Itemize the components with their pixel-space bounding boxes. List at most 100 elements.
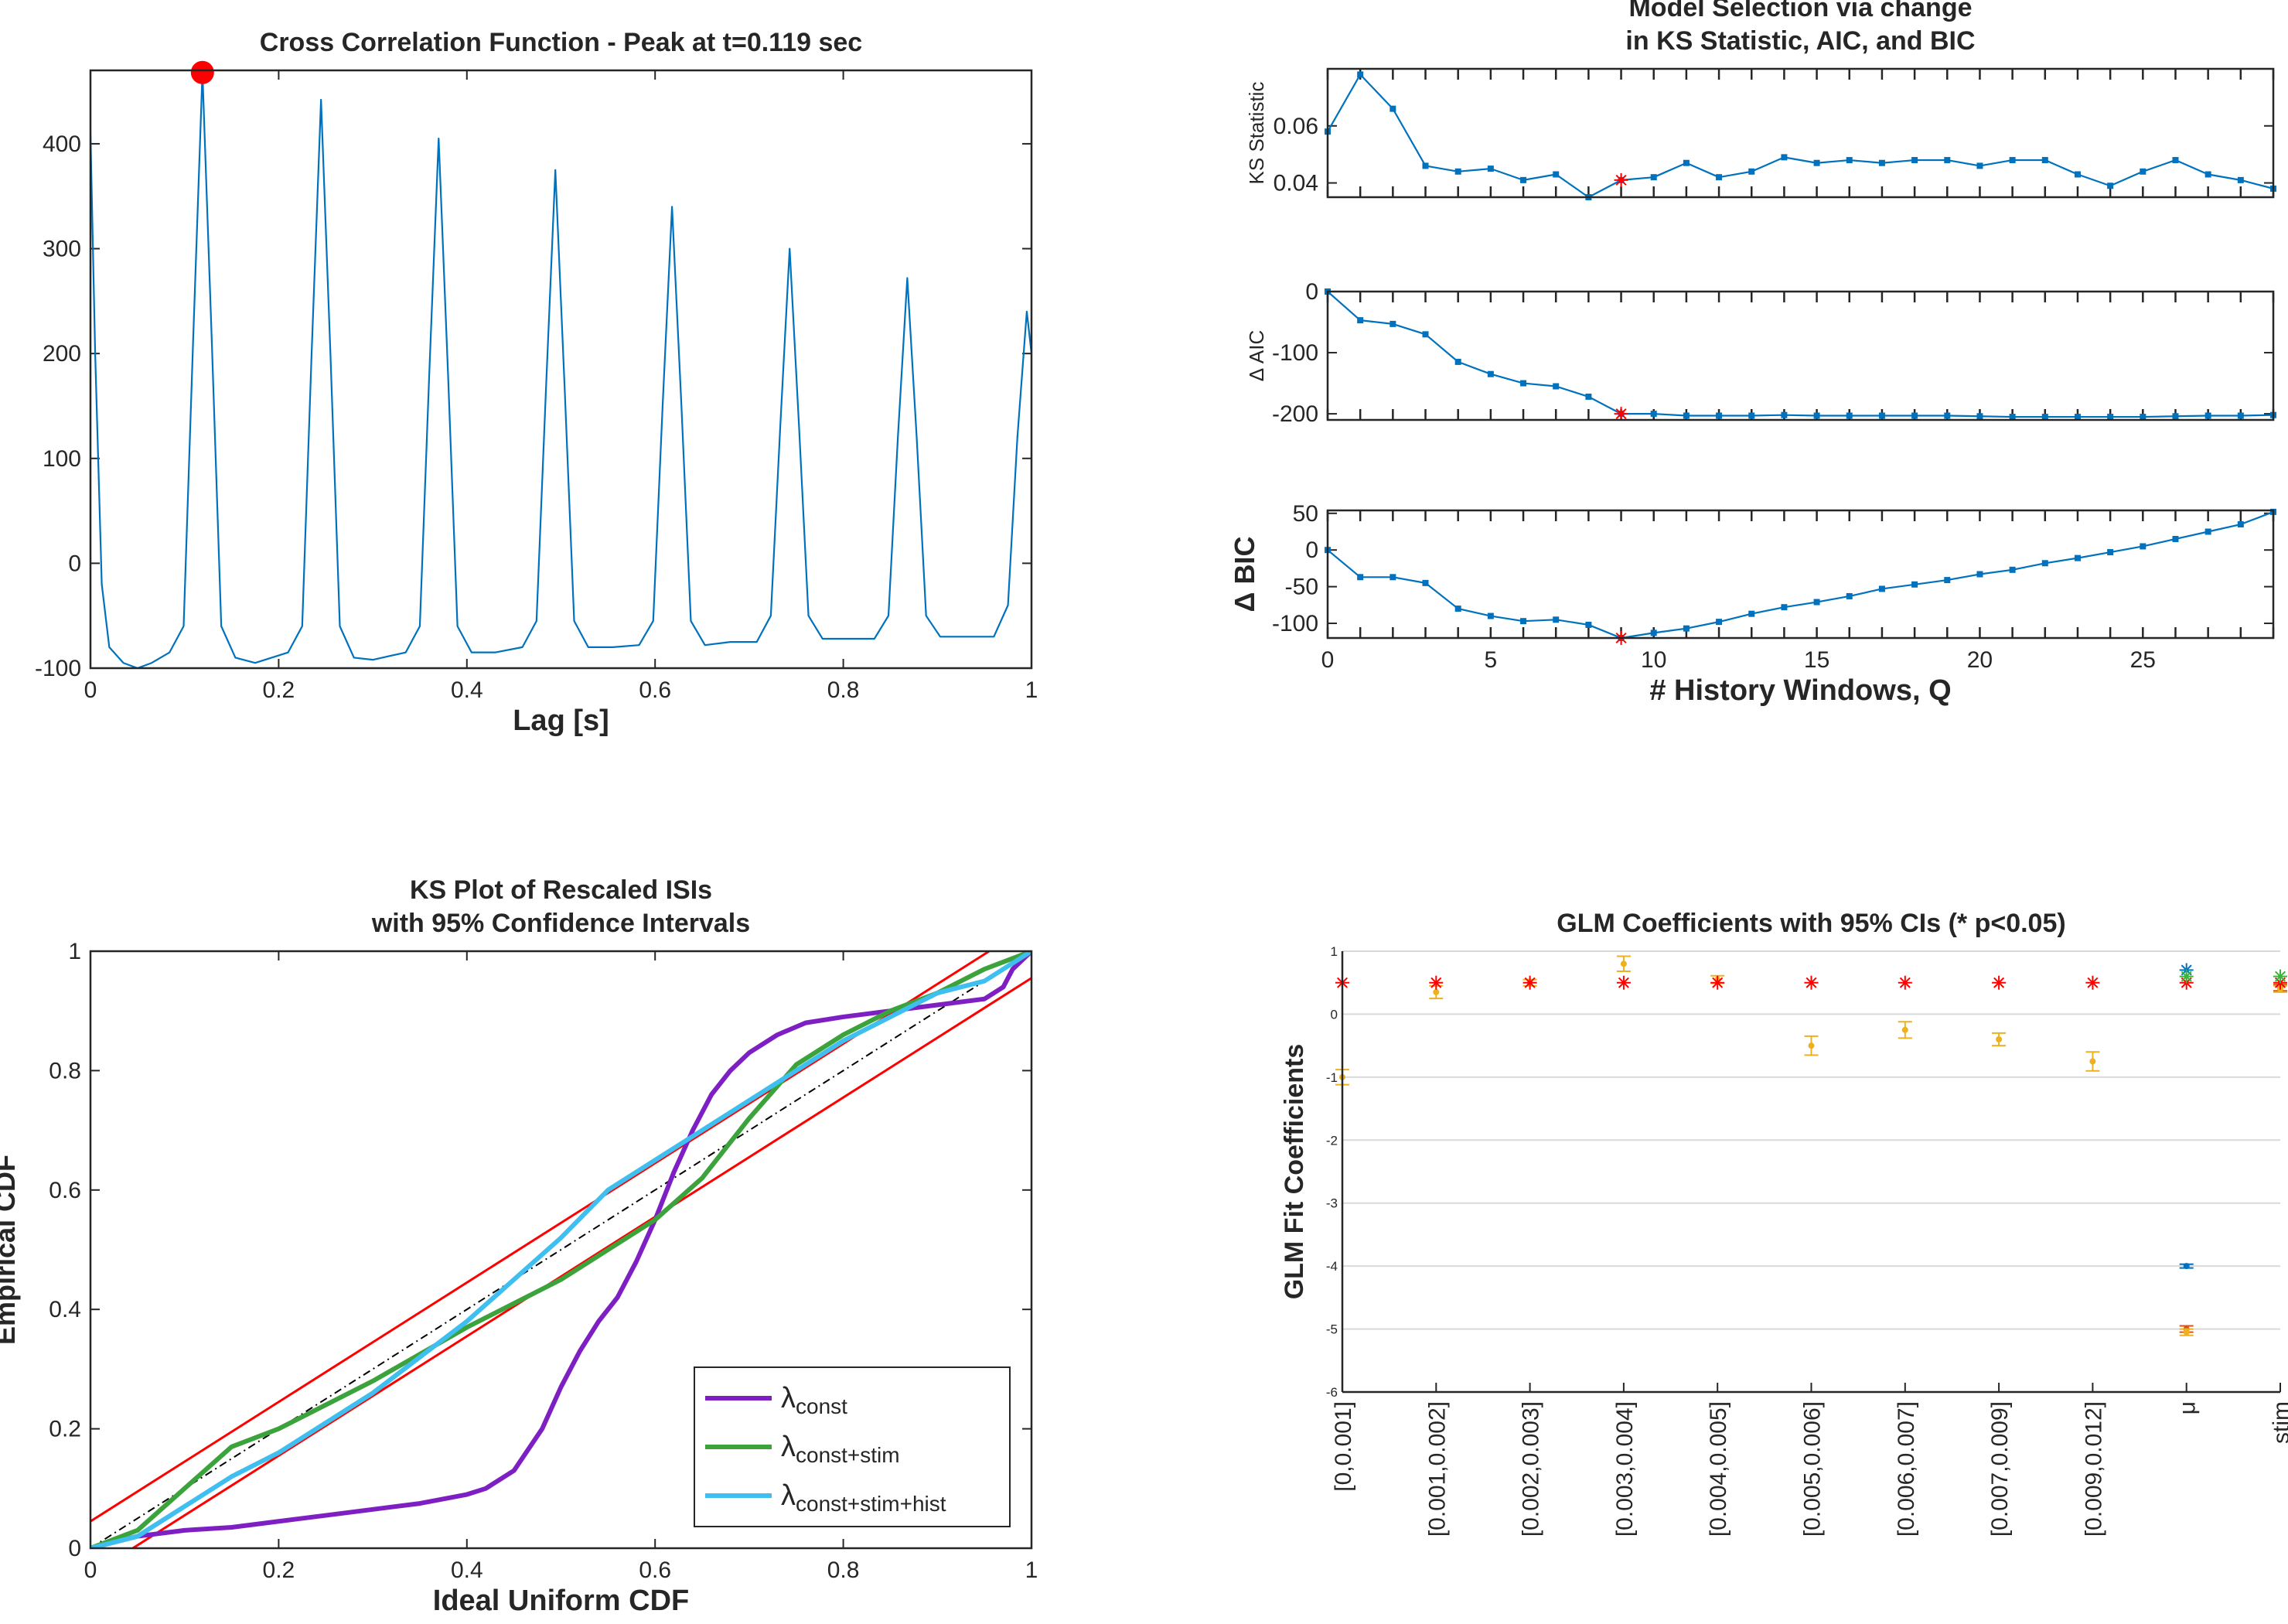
point-marker: [1813, 159, 1820, 166]
significance-star: [1616, 975, 1631, 990]
point-marker: [1846, 412, 1853, 419]
point-marker: [1878, 585, 1885, 592]
point-marker: [1553, 171, 1560, 178]
y-tick-label: 0.06: [1274, 114, 1318, 139]
chart-title: KS Plot of Rescaled ISIs: [410, 875, 712, 905]
y-tick-label: -5: [1326, 1322, 1338, 1337]
point-marker: [1422, 331, 1429, 338]
point-marker: [1683, 159, 1690, 166]
significance-star: [1804, 975, 1819, 990]
axes-box: [1326, 509, 2275, 640]
point-marker: [2204, 528, 2211, 535]
chart-title: GLM Coefficients with 95% CIs (* p<0.05): [1557, 909, 2065, 938]
y-axis-label: KS Statistic: [1245, 82, 1268, 185]
point-marker: [1813, 599, 1820, 606]
y-tick-label: 0: [68, 1536, 81, 1561]
x-tick-label: 20: [1967, 647, 1993, 673]
legend-label: λconst: [781, 1382, 847, 1418]
y-axis-label: Δ BIC: [1229, 537, 1260, 612]
significance-star: [2085, 975, 2100, 990]
star-stroke: [2087, 977, 2099, 988]
point-marker: [2140, 168, 2146, 175]
point-marker: [2041, 157, 2048, 164]
point-marker: [1716, 174, 1723, 181]
point-marker: [1650, 174, 1657, 181]
point-marker: [1976, 571, 1983, 578]
point-marker: [1781, 154, 1788, 161]
x-tick-label: 0.4: [451, 677, 483, 703]
y-tick-label: -4: [1326, 1259, 1338, 1274]
point-marker: [2009, 414, 2016, 421]
y-tick-label: 200: [43, 341, 81, 367]
point-marker: [2204, 171, 2211, 178]
y-tick-label: 50: [1293, 501, 1318, 527]
point-marker: [1911, 157, 1918, 164]
point-marker: [1390, 320, 1396, 327]
point-marker: [2009, 566, 2016, 573]
point-marker: [2140, 543, 2146, 550]
axes-box: [1326, 67, 2275, 199]
x-tick-label: 0.6: [639, 1557, 671, 1583]
y-tick-label: -1: [1326, 1070, 1338, 1085]
chart-title: in KS Statistic, AIC, and BIC: [1625, 26, 1975, 56]
y-tick-label: 100: [43, 446, 81, 472]
point-marker: [1976, 413, 1983, 420]
point-marker: [1553, 616, 1560, 623]
star-stroke: [2181, 971, 2192, 982]
point-marker: [1716, 619, 1723, 626]
point-marker: [1357, 574, 1364, 581]
point-marker: [1454, 606, 1461, 612]
x-tick-label: 0.8: [827, 1557, 860, 1583]
x-tick-label: μ: [2175, 1401, 2201, 1414]
x-tick-label: 10: [1641, 647, 1666, 673]
point-marker: [1944, 577, 1951, 584]
chart-title: with 95% Confidence Intervals: [371, 909, 750, 938]
plot-area: [1328, 69, 2273, 197]
point-marker: [2172, 157, 2179, 164]
point-marker: [2107, 414, 2114, 421]
point-marker: [1716, 412, 1723, 419]
x-tick-label: 0.2: [263, 677, 295, 703]
point-marker: [1781, 411, 1788, 418]
y-tick-label: 0.4: [49, 1297, 81, 1322]
y-tick-label: -6: [1326, 1385, 1338, 1400]
point-marker: [1487, 612, 1494, 619]
point-marker: [1944, 412, 1951, 419]
confidence-bound: [131, 977, 1031, 1548]
axes-box: [89, 950, 1033, 1550]
x-tick-label: [0.009,0.012]: [2081, 1401, 2106, 1537]
point-marker: [1390, 105, 1396, 112]
estimate-point: [1996, 1036, 2003, 1042]
y-tick-label: 0: [1331, 1007, 1338, 1022]
point-marker: [1846, 157, 1853, 164]
star-stroke: [1806, 977, 1817, 988]
point-marker: [1390, 574, 1396, 581]
chart-title: Model Selection via change: [1628, 0, 1972, 22]
significance-star: [1710, 975, 1725, 990]
x-tick-label: [0.007,0.009]: [1987, 1401, 2013, 1537]
star-stroke: [1712, 977, 1724, 988]
y-tick-label: 0: [1305, 279, 1318, 305]
axes-box: [1326, 290, 2275, 421]
y-tick-label: 0: [68, 551, 81, 576]
point-marker: [1683, 412, 1690, 419]
data-line: [90, 951, 1031, 1548]
point-marker: [1650, 629, 1657, 636]
point-marker: [2074, 414, 2081, 421]
data-line: [90, 951, 1031, 1548]
significance-star: [2273, 969, 2287, 984]
estimate-point: [1433, 988, 1440, 995]
point-marker: [2107, 183, 2114, 189]
x-tick-label: [0,0.001]: [1331, 1401, 1356, 1492]
significance-star: [1522, 975, 1537, 990]
x-tick-label: 0.6: [639, 677, 671, 703]
y-tick-label: 1: [1331, 944, 1338, 959]
y-tick-label: 0.2: [49, 1417, 81, 1442]
x-tick-label: [0.005,0.006]: [1800, 1401, 1826, 1537]
y-tick-label: 400: [43, 131, 81, 157]
x-tick-label: 0: [84, 677, 97, 703]
confidence-bound: [90, 951, 991, 1523]
estimate-point: [1901, 1026, 1908, 1033]
y-tick-label: 300: [43, 237, 81, 262]
point-marker: [2074, 554, 2081, 561]
